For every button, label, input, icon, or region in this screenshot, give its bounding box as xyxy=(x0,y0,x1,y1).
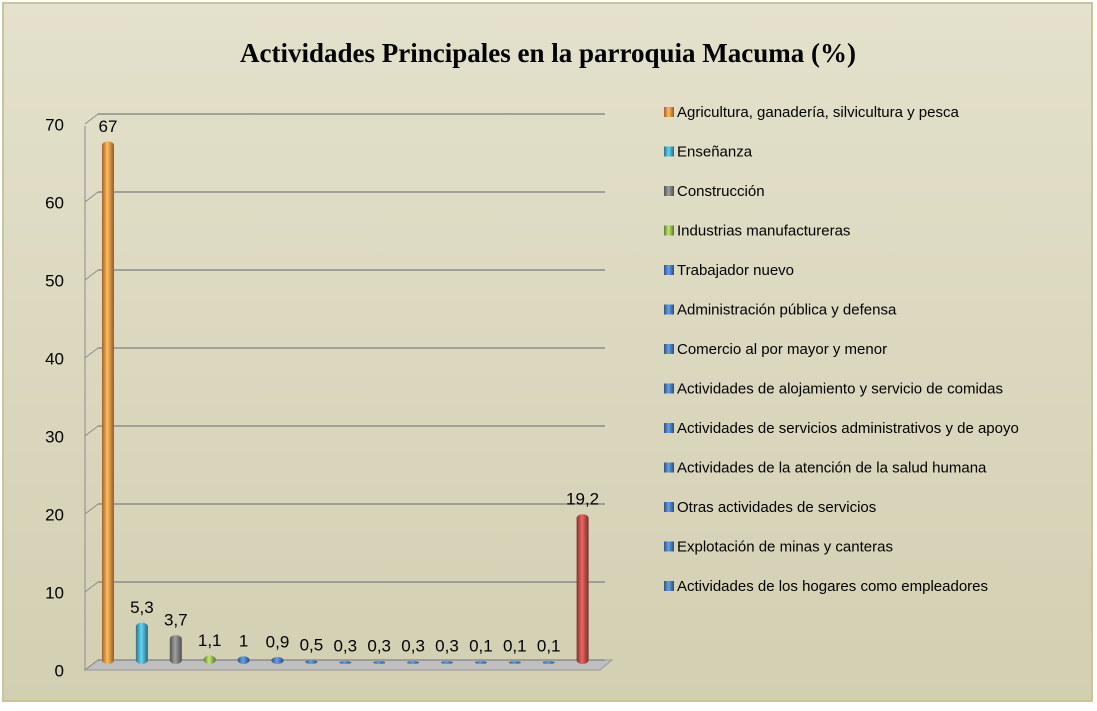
legend-label: Actividades de la atención de la salud h… xyxy=(677,459,987,476)
bar xyxy=(237,656,250,664)
value-label: 1 xyxy=(239,632,248,651)
grid-line xyxy=(84,113,99,125)
bar xyxy=(407,661,420,664)
bar xyxy=(305,660,318,664)
bar xyxy=(135,622,148,664)
legend-swatch xyxy=(664,423,674,433)
value-label: 0,1 xyxy=(503,636,527,655)
grid-line xyxy=(84,425,99,437)
legend-label: Agricultura, ganadería, silvicultura y p… xyxy=(677,104,959,121)
legend-swatch xyxy=(664,304,674,315)
value-label: 0,3 xyxy=(333,636,357,655)
y-tick-label: 60 xyxy=(45,193,64,212)
chart-title: Actividades Principales en la parroquia … xyxy=(240,38,856,68)
legend-swatch xyxy=(664,383,674,394)
bar xyxy=(271,656,284,664)
y-tick-label: 10 xyxy=(45,583,64,602)
legend-label: Explotación de minas y canteras xyxy=(677,538,893,555)
value-label: 19,2 xyxy=(566,490,599,509)
grid-line xyxy=(84,269,99,281)
bar xyxy=(169,635,182,664)
legend-label: Industrias manufactureras xyxy=(677,222,850,239)
legend-label: Actividades de servicios administrativos… xyxy=(677,420,1019,437)
legend-swatch xyxy=(664,225,674,236)
legend-label: Actividades de alojamiento y servicio de… xyxy=(677,380,1003,397)
value-label: 1,1 xyxy=(198,631,222,650)
y-tick-label: 50 xyxy=(45,271,64,290)
legend-swatch xyxy=(664,344,674,354)
legend-swatch xyxy=(664,107,674,117)
y-tick-label: 0 xyxy=(55,661,64,680)
bar xyxy=(576,514,589,664)
grid-line xyxy=(84,347,99,359)
value-label: 5,3 xyxy=(130,598,154,617)
legend-swatch xyxy=(664,581,674,591)
bar xyxy=(203,655,216,664)
bar xyxy=(542,661,555,664)
value-label: 0,9 xyxy=(266,632,290,651)
y-tick-label: 40 xyxy=(45,349,64,368)
bar xyxy=(474,661,487,664)
y-tick-label: 70 xyxy=(45,115,64,134)
legend-label: Comercio al por mayor y menor xyxy=(677,341,887,358)
value-label: 0,1 xyxy=(469,636,493,655)
bar xyxy=(373,661,386,664)
value-label: 67 xyxy=(99,117,118,136)
legend-label: Administración pública y defensa xyxy=(677,301,897,318)
bar xyxy=(508,661,521,664)
y-tick-label: 20 xyxy=(45,505,64,524)
value-label: 0,5 xyxy=(300,636,324,655)
legend-swatch xyxy=(664,186,674,196)
legend-swatch xyxy=(664,265,674,275)
value-label: 0,1 xyxy=(537,636,561,655)
bar xyxy=(441,661,453,664)
legend-swatch xyxy=(664,502,674,512)
legend-label: Enseñanza xyxy=(677,143,753,160)
legend-swatch xyxy=(664,146,674,157)
grid-line xyxy=(84,581,99,593)
legend-label: Trabajador nuevo xyxy=(677,262,794,279)
y-tick-label: 30 xyxy=(45,427,64,446)
background xyxy=(2,2,1093,702)
legend-swatch xyxy=(664,541,674,552)
legend-label: Otras actividades de servicios xyxy=(677,499,876,516)
bar xyxy=(339,661,352,664)
value-label: 0,3 xyxy=(367,636,391,655)
grid-line xyxy=(84,659,99,671)
value-label: 3,7 xyxy=(164,611,188,630)
legend-label: Actividades de los hogares como empleado… xyxy=(677,578,988,595)
grid-line xyxy=(84,191,99,203)
value-label: 0,3 xyxy=(401,636,425,655)
legend-label: Construcción xyxy=(677,183,765,200)
value-label: 0,3 xyxy=(435,636,459,655)
bar xyxy=(102,141,114,664)
legend-swatch xyxy=(664,462,674,473)
grid-line xyxy=(84,503,99,515)
